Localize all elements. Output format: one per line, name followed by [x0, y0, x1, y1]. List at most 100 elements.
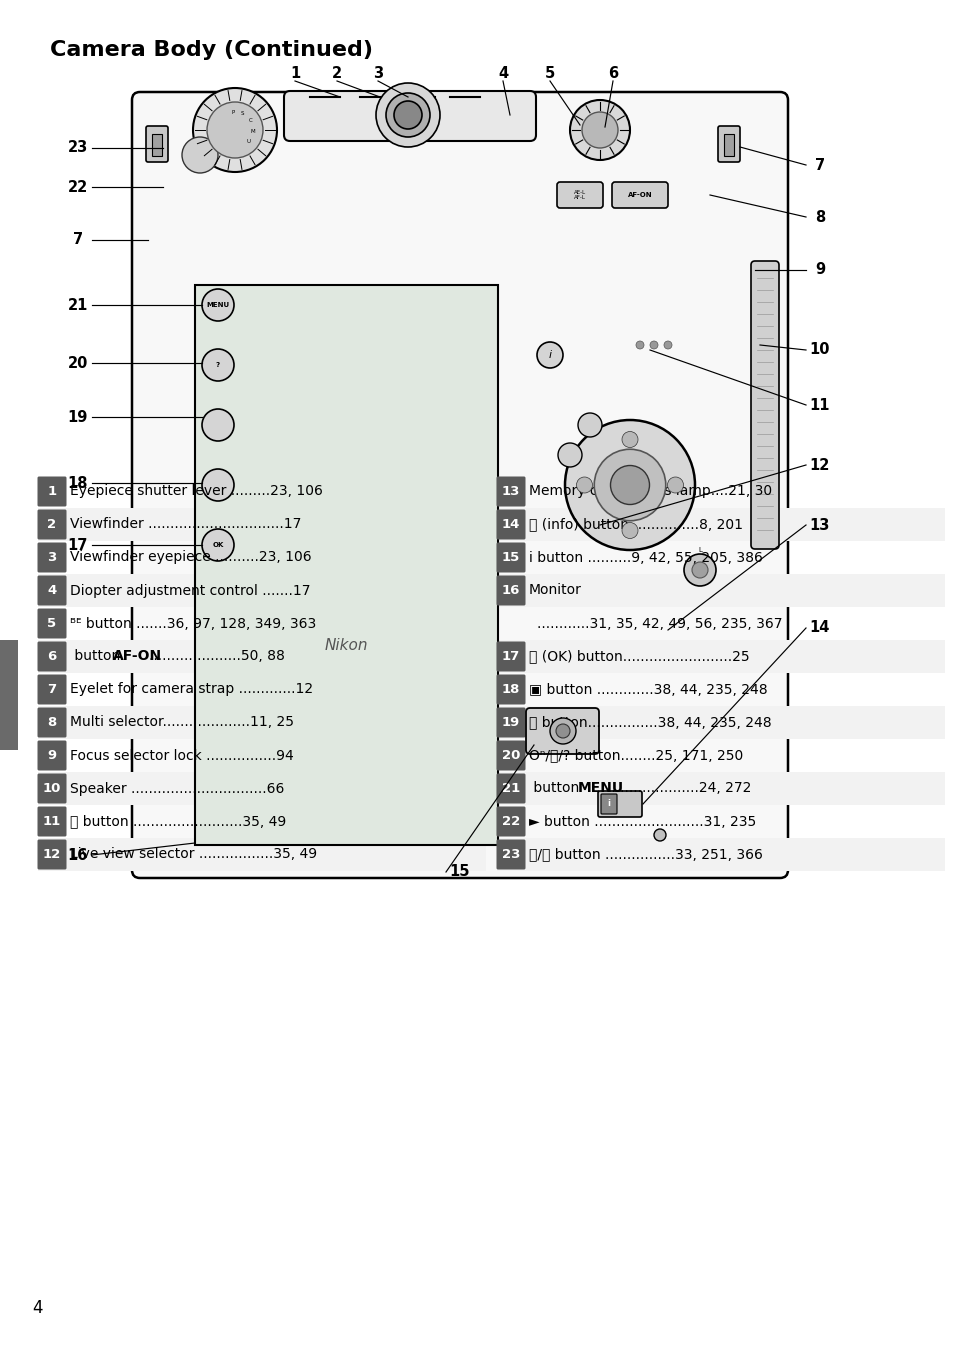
- Circle shape: [569, 100, 629, 160]
- Text: ⓘ (info) button ...............8, 201: ⓘ (info) button ...............8, 201: [529, 518, 742, 531]
- FancyBboxPatch shape: [496, 674, 525, 705]
- FancyBboxPatch shape: [557, 182, 602, 208]
- FancyBboxPatch shape: [37, 608, 67, 639]
- Text: 21: 21: [68, 297, 88, 312]
- Circle shape: [649, 342, 658, 348]
- Text: button: button: [70, 650, 120, 663]
- Circle shape: [202, 529, 233, 561]
- Circle shape: [193, 87, 276, 172]
- Text: 22: 22: [68, 179, 88, 195]
- FancyBboxPatch shape: [612, 182, 667, 208]
- Text: i: i: [548, 350, 551, 360]
- Bar: [497, 574, 944, 607]
- Bar: [38, 574, 485, 607]
- Text: 11: 11: [43, 815, 61, 829]
- FancyBboxPatch shape: [496, 773, 525, 803]
- Text: 7: 7: [814, 157, 824, 172]
- Text: 6: 6: [48, 650, 56, 663]
- FancyBboxPatch shape: [37, 773, 67, 803]
- Circle shape: [537, 342, 562, 369]
- Text: Nikon: Nikon: [324, 638, 368, 652]
- FancyBboxPatch shape: [600, 794, 617, 814]
- Circle shape: [621, 522, 638, 538]
- Bar: [38, 838, 485, 872]
- FancyBboxPatch shape: [718, 126, 740, 161]
- Circle shape: [663, 342, 671, 348]
- Text: L: L: [698, 547, 701, 553]
- Text: 15: 15: [449, 865, 470, 880]
- Circle shape: [386, 93, 430, 137]
- Text: Diopter adjustment control .......17: Diopter adjustment control .......17: [70, 584, 310, 597]
- FancyBboxPatch shape: [37, 741, 67, 771]
- Text: Eyelet for camera strap .............12: Eyelet for camera strap .............12: [70, 682, 313, 697]
- Circle shape: [207, 102, 263, 157]
- Text: 1: 1: [290, 66, 300, 81]
- Text: OK: OK: [213, 542, 223, 547]
- Text: 1: 1: [48, 486, 56, 498]
- Bar: [38, 640, 485, 672]
- Bar: [152, 134, 162, 156]
- FancyBboxPatch shape: [525, 707, 598, 755]
- Text: 8: 8: [814, 210, 824, 225]
- Text: MENU: MENU: [578, 781, 623, 795]
- Text: ▣ button .............38, 44, 235, 248: ▣ button .............38, 44, 235, 248: [529, 682, 767, 697]
- FancyBboxPatch shape: [284, 91, 536, 141]
- FancyBboxPatch shape: [598, 791, 641, 816]
- FancyBboxPatch shape: [496, 741, 525, 771]
- FancyBboxPatch shape: [496, 707, 525, 737]
- Circle shape: [667, 477, 682, 494]
- Text: Ⓢ (OK) button.........................25: Ⓢ (OK) button.........................25: [529, 650, 749, 663]
- Text: 5: 5: [48, 617, 56, 629]
- Circle shape: [182, 137, 218, 174]
- Text: AF-ON: AF-ON: [627, 192, 652, 198]
- Text: 2: 2: [48, 518, 56, 531]
- Text: ► button .........................31, 235: ► button .........................31, 23…: [529, 815, 756, 829]
- Text: 11: 11: [809, 398, 829, 413]
- Text: Speaker ...............................66: Speaker ...............................6…: [70, 781, 284, 795]
- Text: 17: 17: [68, 538, 88, 553]
- Text: 5: 5: [544, 66, 555, 81]
- FancyBboxPatch shape: [496, 839, 525, 869]
- Text: S: S: [240, 112, 244, 116]
- FancyBboxPatch shape: [496, 476, 525, 507]
- FancyBboxPatch shape: [37, 807, 67, 837]
- FancyBboxPatch shape: [37, 576, 67, 605]
- Text: ?: ?: [215, 362, 220, 369]
- Bar: [497, 772, 944, 806]
- Text: button: button: [529, 781, 583, 795]
- Text: 10: 10: [43, 781, 61, 795]
- FancyBboxPatch shape: [37, 839, 67, 869]
- Circle shape: [581, 112, 618, 148]
- Circle shape: [691, 562, 707, 578]
- Text: 12: 12: [43, 847, 61, 861]
- Text: Oⁿ/⓶/? button........25, 171, 250: Oⁿ/⓶/? button........25, 171, 250: [529, 749, 742, 763]
- Bar: [497, 640, 944, 672]
- Circle shape: [621, 432, 638, 448]
- Text: i button ..........9, 42, 55, 205, 386: i button ..........9, 42, 55, 205, 386: [529, 550, 762, 565]
- Circle shape: [394, 101, 421, 129]
- Circle shape: [578, 413, 601, 437]
- Text: 19: 19: [501, 716, 519, 729]
- Circle shape: [610, 465, 649, 504]
- Text: 9: 9: [814, 262, 824, 277]
- FancyBboxPatch shape: [496, 576, 525, 605]
- Circle shape: [576, 477, 592, 494]
- Text: Ⓡ button................38, 44, 235, 248: Ⓡ button................38, 44, 235, 248: [529, 716, 771, 729]
- FancyBboxPatch shape: [37, 642, 67, 671]
- Text: Eyepiece shutter lever .........23, 106: Eyepiece shutter lever .........23, 106: [70, 484, 322, 499]
- Text: AF-ON: AF-ON: [113, 650, 162, 663]
- Text: ᴮᴱ button .......36, 97, 128, 349, 363: ᴮᴱ button .......36, 97, 128, 349, 363: [70, 616, 315, 631]
- FancyBboxPatch shape: [496, 807, 525, 837]
- Text: 16: 16: [501, 584, 519, 597]
- Text: 17: 17: [501, 650, 519, 663]
- Text: 14: 14: [809, 620, 829, 635]
- Text: ⓺/⓻ button ................33, 251, 366: ⓺/⓻ button ................33, 251, 366: [529, 847, 762, 862]
- Text: Viewfinder eyepiece ..........23, 106: Viewfinder eyepiece ..........23, 106: [70, 550, 312, 565]
- FancyBboxPatch shape: [37, 674, 67, 705]
- Circle shape: [636, 342, 643, 348]
- Text: 21: 21: [501, 781, 519, 795]
- Text: U: U: [247, 139, 251, 144]
- Text: 3: 3: [373, 66, 383, 81]
- Bar: [723, 134, 733, 156]
- Bar: [497, 706, 944, 738]
